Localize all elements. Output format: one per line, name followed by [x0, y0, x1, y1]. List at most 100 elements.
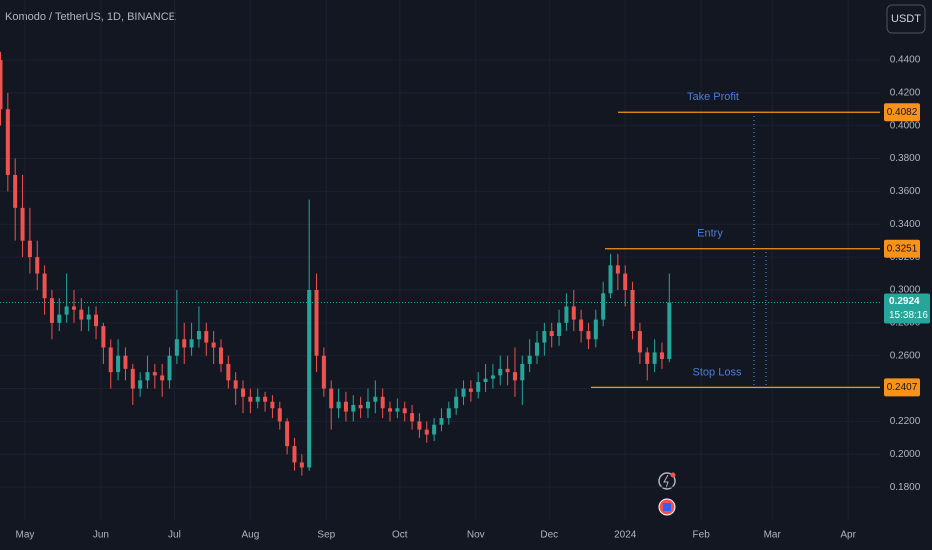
candle-body — [520, 363, 525, 381]
candle-body — [432, 424, 437, 435]
candle-body — [630, 289, 635, 332]
x-tick-label: Oct — [392, 530, 408, 541]
level-price-box — [884, 378, 920, 397]
candle-body — [417, 421, 422, 430]
level-price-box — [884, 239, 920, 258]
x-tick-label: Dec — [540, 530, 558, 541]
candle-body — [527, 355, 532, 364]
candle-body — [542, 331, 547, 343]
candle-body — [307, 289, 312, 468]
x-tick-label: Jul — [168, 530, 181, 541]
candle-body — [557, 322, 562, 336]
candle-body — [123, 355, 128, 369]
level-price-label: 0.2407 — [887, 382, 918, 393]
candle-body — [483, 378, 488, 382]
candle-body — [593, 319, 598, 340]
candle-body — [571, 306, 576, 320]
candle-body — [101, 326, 106, 348]
candle-body — [263, 396, 268, 402]
y-tick-label: 0.2600 — [890, 350, 921, 361]
currency-label[interactable]: USDT — [891, 13, 921, 25]
x-tick-label: 2024 — [614, 530, 637, 541]
candle-body — [13, 174, 18, 208]
candle-body — [189, 339, 194, 348]
candle-body — [608, 265, 613, 294]
x-tick-label: May — [16, 530, 35, 541]
candle-body — [174, 339, 179, 356]
candle-body — [314, 289, 319, 356]
candle-body — [5, 109, 10, 175]
candle-body — [461, 388, 466, 397]
level-price-label: 0.4082 — [887, 107, 918, 118]
candle-body — [623, 273, 628, 290]
candle-body — [490, 375, 495, 379]
candle-body — [454, 396, 459, 409]
level-name: Entry — [697, 228, 723, 240]
candle-body — [218, 347, 223, 364]
candle-body — [380, 396, 385, 409]
y-tick-label: 0.3400 — [890, 219, 921, 230]
y-tick-label: 0.3600 — [890, 186, 921, 197]
candle-body — [57, 314, 62, 323]
level-price-label: 0.3251 — [887, 243, 918, 254]
candle-body — [498, 368, 503, 376]
candle-body — [204, 331, 209, 343]
candle-body — [270, 401, 275, 409]
currency-button[interactable] — [886, 4, 926, 34]
last-price-box — [884, 293, 930, 324]
candle-body — [446, 408, 451, 419]
candle-body — [130, 368, 135, 389]
candle-body — [145, 372, 150, 381]
candle-body — [667, 302, 672, 359]
candle-body — [615, 265, 620, 274]
candle-body — [255, 396, 260, 402]
candle-body — [336, 401, 341, 409]
candle-body — [292, 446, 297, 463]
candle-body — [358, 404, 363, 409]
candle-body — [439, 418, 444, 425]
candle-body — [160, 375, 165, 381]
countdown-label: 15:38:16 — [889, 310, 928, 321]
event-flag — [663, 503, 671, 511]
candle-body — [468, 388, 473, 392]
candle-body — [373, 396, 378, 402]
candle-body — [241, 388, 246, 397]
candle-body — [64, 306, 69, 315]
y-tick-label: 0.2200 — [890, 416, 921, 427]
candle-body — [27, 240, 32, 258]
x-tick-label: Aug — [241, 530, 259, 541]
candle-body — [49, 298, 54, 323]
candle-body — [601, 293, 606, 320]
level-name: Stop Loss — [693, 366, 742, 378]
candle-body — [167, 355, 172, 381]
x-tick-label: Jun — [93, 530, 109, 541]
candle-body — [108, 347, 113, 373]
candle-body — [86, 314, 91, 320]
candle-body — [402, 408, 407, 414]
candle-body — [637, 331, 642, 353]
level-name: Take Profit — [687, 91, 739, 103]
candle-body — [94, 314, 99, 327]
candle-body — [233, 380, 238, 389]
candle-body — [388, 408, 393, 412]
candle-body — [321, 355, 326, 389]
candle-body — [329, 388, 334, 409]
y-tick-label: 0.3000 — [890, 285, 921, 296]
candle-body — [299, 462, 304, 468]
candle-body — [182, 339, 187, 348]
y-tick-label: 0.4000 — [890, 120, 921, 131]
candle-body — [343, 401, 348, 412]
candle-body — [395, 408, 400, 412]
x-tick-label: Feb — [693, 530, 711, 541]
candle-body — [152, 372, 157, 376]
last-price-label: 0.2924 — [889, 296, 920, 307]
alert-icon[interactable] — [658, 472, 676, 490]
candle-body — [579, 319, 584, 332]
candle-body — [476, 381, 481, 392]
candle-body — [424, 429, 429, 435]
candle-body — [211, 342, 216, 348]
candle-body — [20, 207, 25, 241]
candle-body — [645, 352, 650, 364]
candle-body — [659, 352, 664, 359]
